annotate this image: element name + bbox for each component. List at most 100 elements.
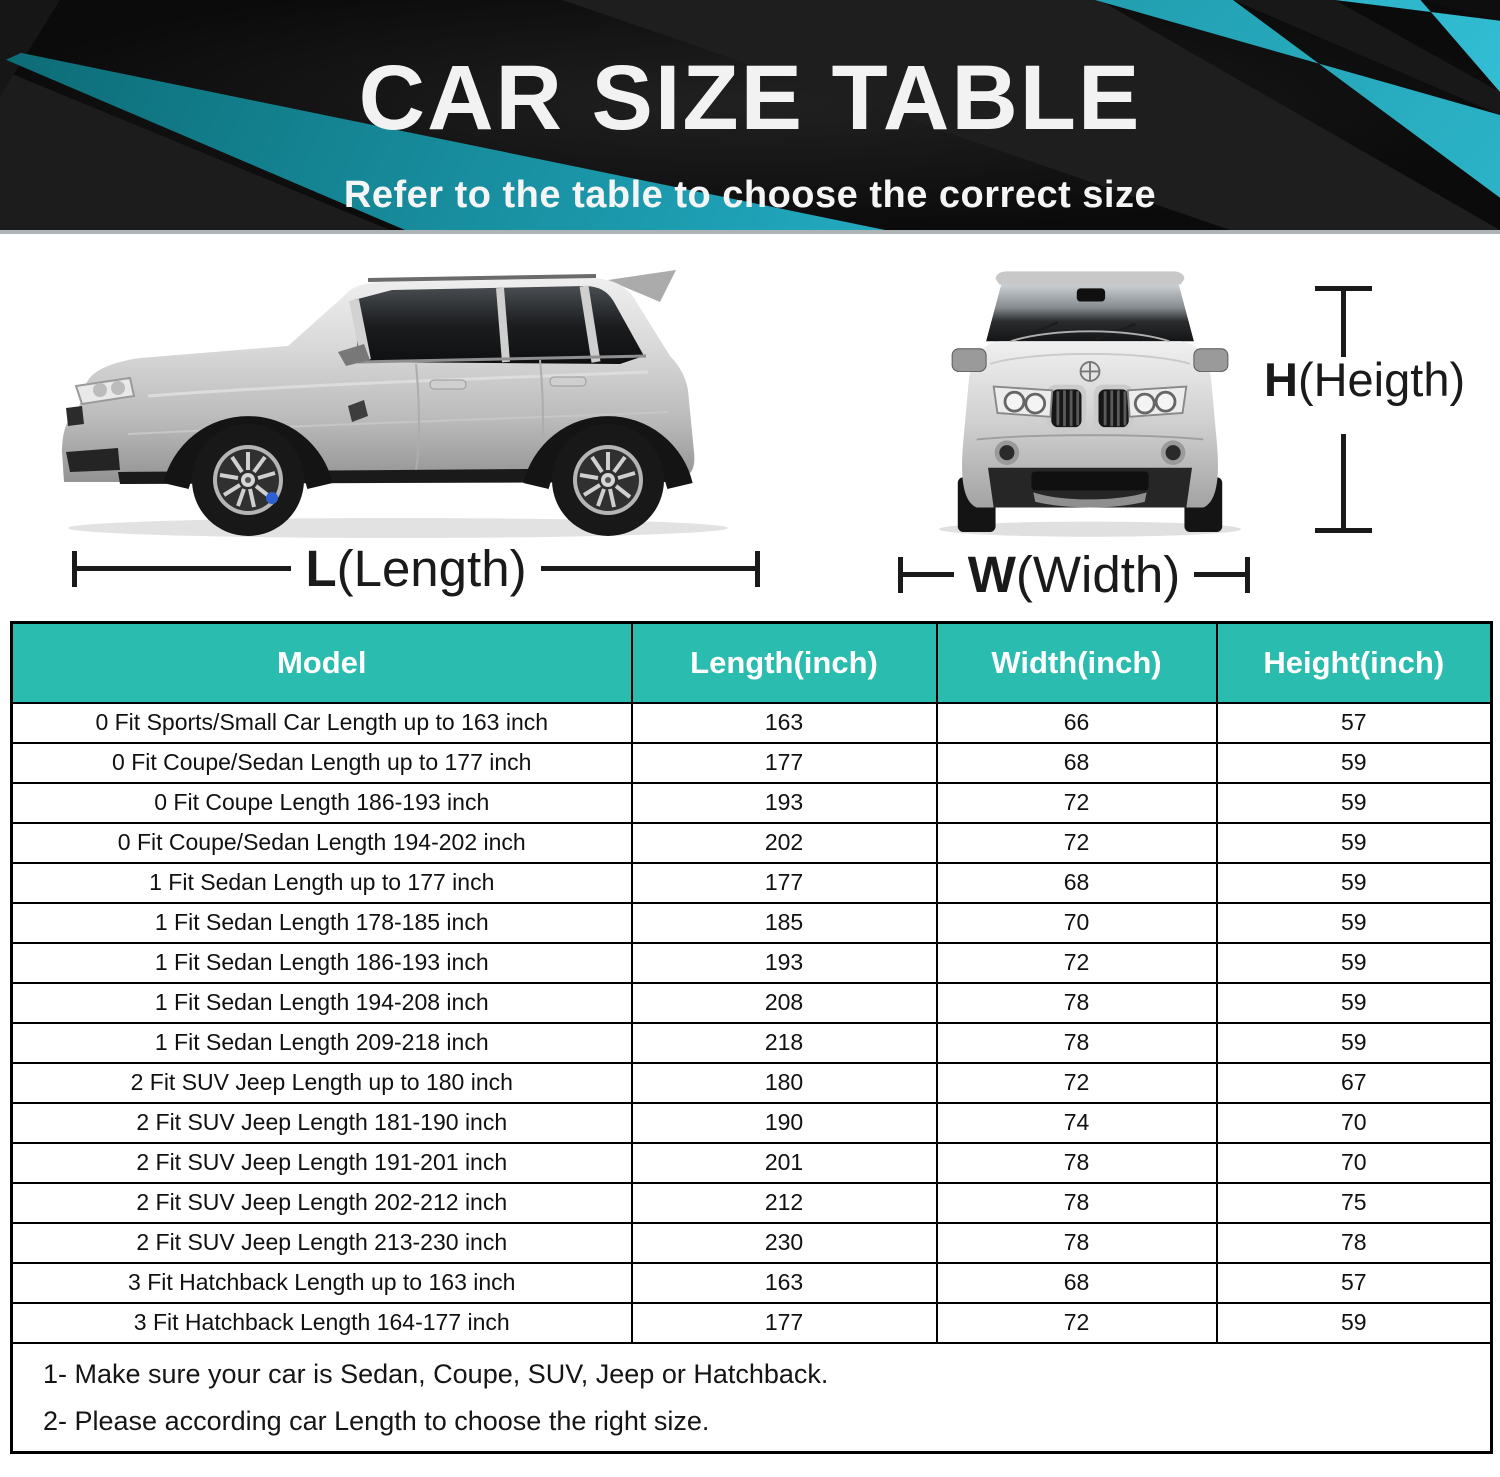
cell-model: 1 Fit Sedan Length 178-185 inch bbox=[10, 901, 633, 944]
cell-model: 1 Fit Sedan Length 194-208 inch bbox=[10, 981, 633, 1024]
column-header: Length(inch) bbox=[630, 621, 938, 704]
car-body bbox=[962, 341, 1218, 508]
rear-wheel bbox=[552, 424, 664, 536]
dimension-tick bbox=[1315, 528, 1372, 533]
height-dimension-label: H(Heigth) bbox=[1264, 353, 1466, 406]
page-subtitle: Refer to the table to choose the correct… bbox=[343, 174, 1157, 216]
cell-height: 59 bbox=[1215, 901, 1493, 944]
width-dimension-line bbox=[903, 572, 954, 577]
cell-width: 68 bbox=[935, 741, 1218, 784]
table-row: 3 Fit Hatchback Length up to 163 inch 163… bbox=[10, 1261, 1493, 1304]
cell-width: 72 bbox=[935, 781, 1218, 824]
cell-height: 59 bbox=[1215, 1021, 1493, 1064]
table-body: 0 Fit Sports/Small Car Length up to 163 … bbox=[10, 701, 1493, 1344]
roof-rail bbox=[367, 274, 597, 282]
table-row: 2 Fit SUV Jeep Length 202-212 inch 212 78 7… bbox=[10, 1181, 1493, 1224]
cell-model: 2 Fit SUV Jeep Length 213-230 inch bbox=[10, 1221, 633, 1264]
cell-width: 78 bbox=[935, 1221, 1218, 1264]
front-grille-side bbox=[66, 406, 84, 426]
column-header: Height(inch) bbox=[1215, 621, 1493, 704]
cell-model: 2 Fit SUV Jeep Length 202-212 inch bbox=[10, 1181, 633, 1224]
kidney-grille bbox=[1046, 384, 1134, 432]
cell-model: 1 Fit Sedan Length 209-218 inch bbox=[10, 1021, 633, 1064]
cell-model: 3 Fit Hatchback Length 164-177 inch bbox=[10, 1301, 633, 1344]
cell-height: 59 bbox=[1215, 1301, 1493, 1344]
car-front-view-image bbox=[938, 271, 1242, 537]
cell-length: 177 bbox=[630, 1301, 938, 1344]
door-handle bbox=[549, 376, 587, 387]
cell-height: 59 bbox=[1215, 981, 1493, 1024]
rearview-mirror bbox=[1076, 288, 1106, 302]
cell-height: 59 bbox=[1215, 741, 1493, 784]
cell-length: 177 bbox=[630, 741, 938, 784]
cell-width: 72 bbox=[935, 1061, 1218, 1104]
cell-width: 68 bbox=[935, 861, 1218, 904]
cell-length: 180 bbox=[630, 1061, 938, 1104]
cell-length: 193 bbox=[630, 941, 938, 984]
cell-model: 2 Fit SUV Jeep Length 191-201 inch bbox=[10, 1141, 633, 1184]
cell-model: 1 Fit Sedan Length up to 177 inch bbox=[10, 861, 633, 904]
side-mirror bbox=[951, 348, 987, 372]
table-row: 2 Fit SUV Jeep Length up to 180 inch 180 7… bbox=[10, 1061, 1493, 1104]
cell-height: 59 bbox=[1215, 861, 1493, 904]
size-table: Model Length(inch) Width(inch) Height(inch)… bbox=[10, 621, 1493, 1454]
side-mirror bbox=[338, 344, 370, 366]
cell-model: 2 Fit SUV Jeep Length up to 180 inch bbox=[10, 1061, 633, 1104]
rear-spoiler bbox=[608, 270, 676, 302]
front-wheel bbox=[192, 424, 304, 536]
table-row: 2 Fit SUV Jeep Length 213-230 inch 230 78 7… bbox=[10, 1221, 1493, 1264]
dimension-tick bbox=[1315, 286, 1372, 291]
cell-width: 70 bbox=[935, 901, 1218, 944]
fender-vent bbox=[348, 400, 368, 422]
cell-height: 78 bbox=[1215, 1221, 1493, 1264]
length-dimension-line bbox=[77, 566, 292, 571]
skid-plate bbox=[1033, 492, 1147, 508]
cell-width: 72 bbox=[935, 1301, 1218, 1344]
table-row: 1 Fit Sedan Length 194-208 inch 208 78 59 bbox=[10, 981, 1493, 1024]
cell-length: 163 bbox=[630, 701, 938, 744]
height-dimension bbox=[1315, 286, 1372, 533]
table-row: 1 Fit Sedan Length 178-185 inch 185 70 59 bbox=[10, 901, 1493, 944]
cell-length: 208 bbox=[630, 981, 938, 1024]
cell-model: 3 Fit Hatchback Length up to 163 inch bbox=[10, 1261, 633, 1304]
length-dimension-label: L(Length) bbox=[305, 540, 527, 597]
table-row: 0 Fit Coupe/Sedan Length up to 177 inch 1… bbox=[10, 741, 1493, 784]
cell-length: 201 bbox=[630, 1141, 938, 1184]
table-row: 3 Fit Hatchback Length 164-177 inch 177 72… bbox=[10, 1301, 1493, 1344]
size-table-section: Model Length(inch) Width(inch) Height(inch)… bbox=[10, 621, 1493, 1454]
cell-length: 185 bbox=[630, 901, 938, 944]
cell-model: 0 Fit Sports/Small Car Length up to 163 … bbox=[10, 701, 633, 744]
length-dimension-line bbox=[540, 566, 755, 571]
note-line: 1- Make sure your car is Sedan, Coupe, S… bbox=[43, 1358, 829, 1389]
cell-width: 74 bbox=[935, 1101, 1218, 1144]
cell-model: 0 Fit Coupe Length 186-193 inch bbox=[10, 781, 633, 824]
cell-length: 212 bbox=[630, 1181, 938, 1224]
cell-width: 78 bbox=[935, 1141, 1218, 1184]
dimension-tick bbox=[898, 556, 903, 593]
table-notes-row: 1- Make sure your car is Sedan, Coupe, S… bbox=[10, 1341, 1493, 1454]
cell-height: 59 bbox=[1215, 821, 1493, 864]
cell-model: 0 Fit Coupe/Sedan Length 194-202 inch bbox=[10, 821, 633, 864]
table-row: 0 Fit Coupe/Sedan Length 194-202 inch 202… bbox=[10, 821, 1493, 864]
cell-height: 57 bbox=[1215, 1261, 1493, 1304]
table-row: 2 Fit SUV Jeep Length 181-190 inch 190 74 7… bbox=[10, 1101, 1493, 1144]
cell-height: 70 bbox=[1215, 1101, 1493, 1144]
cell-length: 230 bbox=[630, 1221, 938, 1264]
cell-length: 202 bbox=[630, 821, 938, 864]
cell-width: 72 bbox=[935, 941, 1218, 984]
cell-height: 67 bbox=[1215, 1061, 1493, 1104]
dimension-tick bbox=[755, 550, 760, 587]
cell-width: 78 bbox=[935, 1021, 1218, 1064]
cell-width: 66 bbox=[935, 701, 1218, 744]
table-row: 1 Fit Sedan Length 209-218 inch 218 78 59 bbox=[10, 1021, 1493, 1064]
table-row: 2 Fit SUV Jeep Length 191-201 inch 201 78 7… bbox=[10, 1141, 1493, 1184]
cell-width: 68 bbox=[935, 1261, 1218, 1304]
cell-model: 0 Fit Coupe/Sedan Length up to 177 inch bbox=[10, 741, 633, 784]
width-dimension: W(Width) bbox=[898, 549, 1251, 600]
cell-width: 72 bbox=[935, 821, 1218, 864]
page-title: CAR SIZE TABLE bbox=[358, 47, 1142, 149]
table-row: 1 Fit Sedan Length up to 177 inch 177 68 59 bbox=[10, 861, 1493, 904]
windshield bbox=[986, 284, 1194, 342]
cell-length: 190 bbox=[630, 1101, 938, 1144]
cell-length: 218 bbox=[630, 1021, 938, 1064]
